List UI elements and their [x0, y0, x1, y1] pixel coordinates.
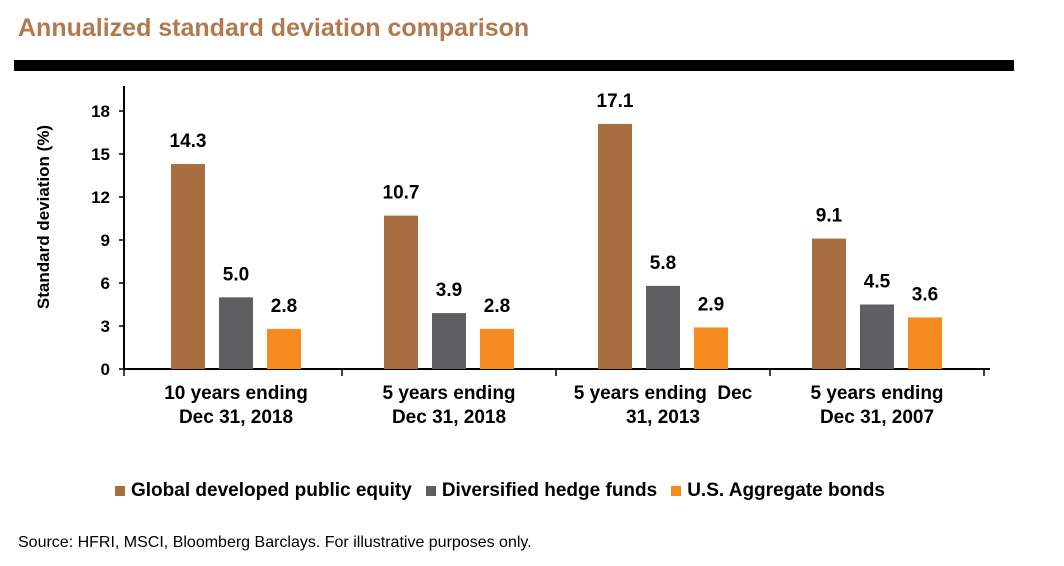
category-label: 5 years ending Dec 31, 2018 [349, 382, 549, 430]
category-label-line: Dec 31, 2007 [819, 407, 935, 428]
y-tick-label: 3 [101, 317, 110, 336]
y-tick-label: 12 [91, 188, 110, 207]
y-tick-label: 18 [91, 102, 110, 121]
title-divider [14, 60, 1014, 71]
bar [908, 317, 942, 369]
y-tick-label: 0 [101, 360, 110, 379]
bar [171, 164, 205, 369]
data-label: 14.3 [170, 131, 207, 152]
bar [480, 328, 514, 369]
category-label-line: 31, 2013 [626, 407, 700, 428]
legend-label: Diversified hedge funds [441, 480, 658, 501]
legend-swatch [425, 486, 436, 496]
bar [860, 304, 894, 369]
category-label-line: Dec 31, 2018 [391, 407, 507, 428]
category-label-line: 5 years ending Dec [573, 383, 753, 404]
data-label: 4.5 [864, 272, 891, 293]
category-label: 10 years ending Dec 31, 2018 [136, 382, 336, 430]
category-label-line: 10 years ending [164, 383, 308, 404]
legend-label: Global developed public equity [131, 480, 412, 501]
y-tick-label: 9 [101, 231, 110, 250]
bar [267, 328, 301, 369]
category-label-line: 5 years ending [810, 383, 944, 404]
source-note: Source: HFRI, MSCI, Bloomberg Barclays. … [18, 534, 532, 551]
bar [646, 285, 680, 369]
category-label: 5 years ending Dec 31, 2013 [563, 382, 763, 430]
data-label: 3.6 [912, 284, 938, 305]
bar [384, 215, 418, 369]
data-label: 2.9 [698, 294, 724, 315]
bar [219, 297, 253, 369]
legend-item: Global developed public equity [115, 480, 412, 502]
data-label: 2.8 [271, 296, 297, 317]
legend-label: U.S. Aggregate bonds [687, 480, 885, 501]
data-label: 17.1 [597, 91, 634, 112]
bar [598, 123, 632, 370]
category-label-line: 5 years ending [382, 383, 516, 404]
bar [432, 313, 466, 369]
y-tick-label: 15 [91, 145, 110, 164]
legend-item: Diversified hedge funds [425, 480, 658, 502]
data-label: 9.1 [816, 206, 843, 227]
legend: Global developed public equity Diversifie… [115, 480, 899, 502]
bar [812, 238, 846, 369]
category-label: 5 years ending Dec 31, 2007 [777, 382, 977, 430]
bar [694, 327, 728, 369]
data-label: 5.0 [223, 264, 249, 285]
bar-chart: 0 3 6 9 12 15 18 14.3 10.7 17.1 9.1 5.0 3.9 5.8 4.5 2.8… [91, 86, 990, 379]
legend-swatch [671, 486, 682, 496]
data-label: 2.8 [484, 296, 510, 317]
y-tick-label: 6 [101, 274, 110, 293]
legend-item: U.S. Aggregate bonds [671, 480, 885, 502]
legend-swatch [115, 486, 125, 496]
data-label: 3.9 [436, 280, 462, 301]
data-label: 10.7 [383, 183, 420, 204]
data-label: 5.8 [650, 253, 676, 274]
category-label-line: Dec 31, 2018 [178, 407, 294, 428]
chart-title: Annualized standard deviation comparison [18, 14, 530, 42]
